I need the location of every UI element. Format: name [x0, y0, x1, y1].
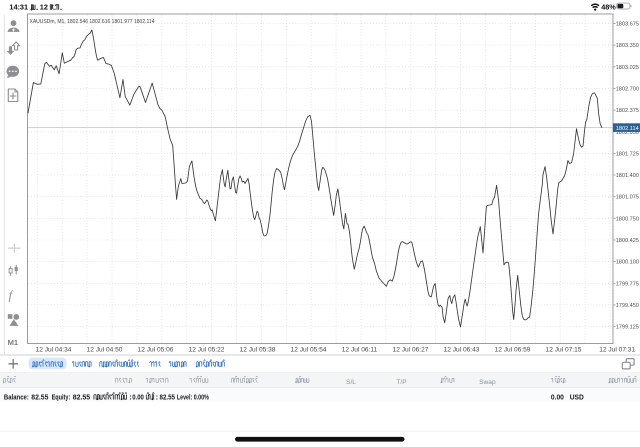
svg-text:12 Jul 07:31: 12 Jul 07:31: [599, 347, 635, 354]
svg-text:1801.075: 1801.075: [616, 195, 639, 201]
svg-text:Level: 0.00%: Level: 0.00%: [177, 392, 209, 401]
svg-text:XAUUSDm, M1, 1802.546 1802.616: XAUUSDm, M1, 1802.546 1802.616 1801.977 …: [30, 19, 155, 25]
svg-text:1802.114: 1802.114: [616, 126, 639, 132]
svg-text:12 Jul 06:11: 12 Jul 06:11: [342, 347, 378, 354]
svg-text:12 Jul 05:38: 12 Jul 05:38: [240, 347, 276, 354]
svg-text:12 Jul 06:43: 12 Jul 06:43: [444, 347, 480, 354]
svg-text:48%: 48%: [601, 3, 616, 12]
svg-text:1800.100: 1800.100: [616, 260, 639, 266]
svg-text:T/P: T/P: [396, 379, 407, 386]
svg-text:USD: USD: [570, 392, 585, 401]
svg-text:12 Jul 05:06: 12 Jul 05:06: [138, 347, 174, 354]
svg-text:1799.125: 1799.125: [616, 325, 639, 331]
svg-text:M1: M1: [8, 338, 19, 347]
svg-text:1803.675: 1803.675: [616, 22, 639, 28]
svg-text:1799.450: 1799.450: [616, 303, 639, 309]
svg-text::: :: [129, 392, 132, 401]
svg-text:0.00: 0.00: [132, 392, 144, 401]
svg-text:f: f: [9, 289, 14, 303]
svg-text:Swap: Swap: [479, 379, 496, 386]
svg-text:1802.050: 1802.050: [616, 130, 639, 136]
svg-text:12 Jul 06:27: 12 Jul 06:27: [393, 347, 429, 354]
svg-text:82.55: 82.55: [160, 392, 176, 401]
svg-text:1801.725: 1801.725: [616, 151, 639, 157]
svg-text:1803.350: 1803.350: [616, 43, 639, 49]
svg-text:1802.375: 1802.375: [616, 108, 639, 114]
svg-text:Equity:: Equity:: [52, 392, 71, 401]
svg-text:12 Jul 07:15: 12 Jul 07:15: [546, 347, 582, 354]
svg-text:12 Jul 04:34: 12 Jul 04:34: [36, 347, 72, 354]
svg-text:12: 12: [40, 3, 48, 12]
svg-text::: :: [156, 392, 159, 401]
svg-text:1801.400: 1801.400: [616, 173, 639, 179]
svg-text:12 Jul 05:54: 12 Jul 05:54: [291, 347, 327, 354]
svg-text:0.00: 0.00: [551, 392, 564, 401]
svg-text:82.55: 82.55: [31, 392, 49, 401]
svg-text:1803.025: 1803.025: [616, 65, 639, 71]
svg-text:12 Jul 06:59: 12 Jul 06:59: [495, 347, 531, 354]
svg-text:12 Jul 04:50: 12 Jul 04:50: [87, 347, 123, 354]
svg-text:1799.775: 1799.775: [616, 281, 639, 287]
svg-text:14:31: 14:31: [9, 3, 28, 12]
svg-text:1800.425: 1800.425: [616, 238, 639, 244]
svg-text:S/L: S/L: [346, 379, 356, 386]
svg-text:Balance:: Balance:: [4, 392, 29, 401]
svg-text:82.55: 82.55: [73, 392, 91, 401]
svg-text:1802.700: 1802.700: [616, 86, 639, 92]
svg-text:12 Jul 05:22: 12 Jul 05:22: [189, 347, 225, 354]
svg-text:1800.750: 1800.750: [616, 216, 639, 222]
